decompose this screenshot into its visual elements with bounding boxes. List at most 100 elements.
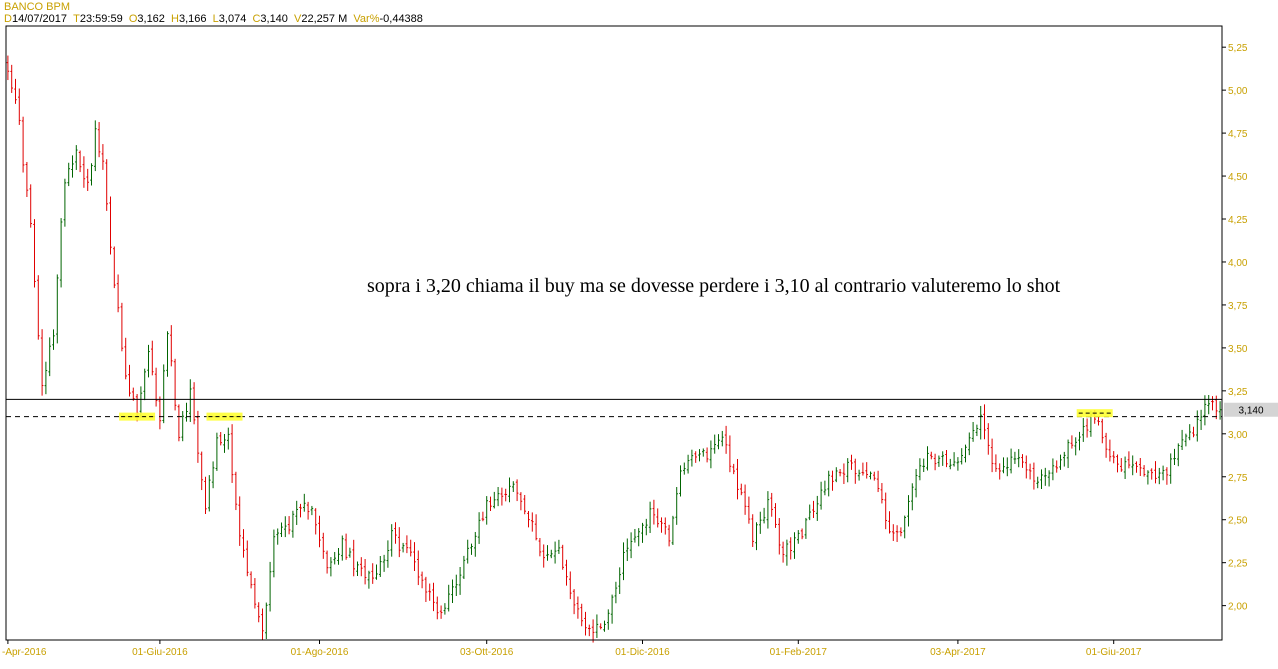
candle xyxy=(333,551,336,565)
candle xyxy=(569,571,572,600)
candle xyxy=(1173,448,1176,466)
candle xyxy=(238,496,241,546)
candle xyxy=(1104,432,1108,458)
candle xyxy=(561,544,564,570)
candle xyxy=(424,576,428,602)
candle xyxy=(6,55,10,81)
candle xyxy=(998,463,1001,480)
candle xyxy=(1059,454,1062,470)
candle xyxy=(101,144,105,170)
candle xyxy=(789,537,792,560)
candle xyxy=(698,449,701,462)
candle xyxy=(360,557,363,577)
candle xyxy=(242,529,245,558)
y-tick-label: 4,50 xyxy=(1228,172,1248,183)
candle xyxy=(132,387,135,401)
candle xyxy=(394,522,397,544)
candle xyxy=(1066,439,1070,469)
candle xyxy=(246,540,249,577)
candle xyxy=(971,421,975,442)
candle xyxy=(880,483,884,504)
y-tick-label: 2,00 xyxy=(1228,602,1248,613)
candle xyxy=(762,507,766,524)
candle xyxy=(227,427,230,450)
candle xyxy=(67,162,70,187)
candle xyxy=(508,477,511,503)
candle xyxy=(303,493,306,512)
y-tick-label: 5,00 xyxy=(1228,86,1248,97)
candle xyxy=(1032,462,1036,490)
candle xyxy=(504,488,507,502)
x-tick-label: 03-Ott-2016 xyxy=(460,647,514,658)
y-tick-label: 3,50 xyxy=(1228,344,1248,355)
candle xyxy=(683,462,686,475)
support-marks-layer xyxy=(119,409,1113,421)
x-tick-label: 01-Ago-2016 xyxy=(291,647,349,658)
candle xyxy=(876,470,880,493)
axes-layer: 5,25 5,00 4,75 4,50 4,25 4,00 3,75 3,50 3,25 3,00… xyxy=(2,25,1278,658)
candle xyxy=(1116,454,1119,473)
candle xyxy=(204,476,207,515)
candle xyxy=(1082,418,1085,442)
candle xyxy=(854,458,857,484)
candle xyxy=(797,530,800,544)
candle xyxy=(759,511,762,534)
candle xyxy=(781,541,785,563)
candle xyxy=(648,501,652,534)
candle xyxy=(405,535,409,554)
candle xyxy=(310,505,314,516)
candle xyxy=(717,434,720,450)
candle xyxy=(211,461,215,489)
candle xyxy=(705,447,709,463)
candle xyxy=(116,274,120,313)
candle xyxy=(873,471,876,481)
instrument-title: BANCO BPM xyxy=(4,1,71,13)
candle xyxy=(983,404,986,440)
candle xyxy=(1047,470,1051,487)
candle xyxy=(694,451,697,463)
volume-key: V xyxy=(294,13,302,25)
candle xyxy=(892,524,895,541)
candle xyxy=(888,511,891,534)
candle xyxy=(230,424,234,483)
candle xyxy=(914,468,918,498)
candle xyxy=(576,596,580,619)
candle xyxy=(534,514,538,541)
candle xyxy=(223,433,226,453)
candle xyxy=(823,480,827,496)
y-tick-label: 4,75 xyxy=(1228,129,1248,140)
candle xyxy=(842,463,846,484)
candle xyxy=(1142,465,1146,477)
y-tick-label: 5,25 xyxy=(1228,43,1248,54)
candle xyxy=(344,533,348,560)
candle xyxy=(595,614,599,638)
candle xyxy=(1044,467,1047,486)
candle xyxy=(728,435,732,473)
candle xyxy=(200,451,203,491)
low-value: 3,074 xyxy=(218,13,247,25)
candle xyxy=(154,367,158,407)
high-key: H xyxy=(171,13,179,25)
candle xyxy=(29,184,32,228)
x-tick-label: 03-Apr-2017 xyxy=(930,647,986,658)
candle xyxy=(166,331,169,377)
candle xyxy=(439,605,443,619)
time-key: T xyxy=(73,13,80,25)
candle xyxy=(265,602,268,640)
candle xyxy=(120,302,124,352)
candle xyxy=(109,196,112,255)
candle xyxy=(1146,470,1150,485)
y-tick-label: 2,50 xyxy=(1228,516,1248,527)
x-tick-label: 01-Dic-2016 xyxy=(615,647,670,658)
candle xyxy=(975,424,979,437)
candle xyxy=(656,508,659,528)
candle xyxy=(1108,439,1112,462)
candle xyxy=(865,462,868,479)
candle xyxy=(721,430,724,447)
candle xyxy=(352,539,355,577)
candle xyxy=(808,504,811,521)
candle xyxy=(234,471,238,511)
candle xyxy=(1184,433,1188,447)
candle xyxy=(664,517,667,535)
